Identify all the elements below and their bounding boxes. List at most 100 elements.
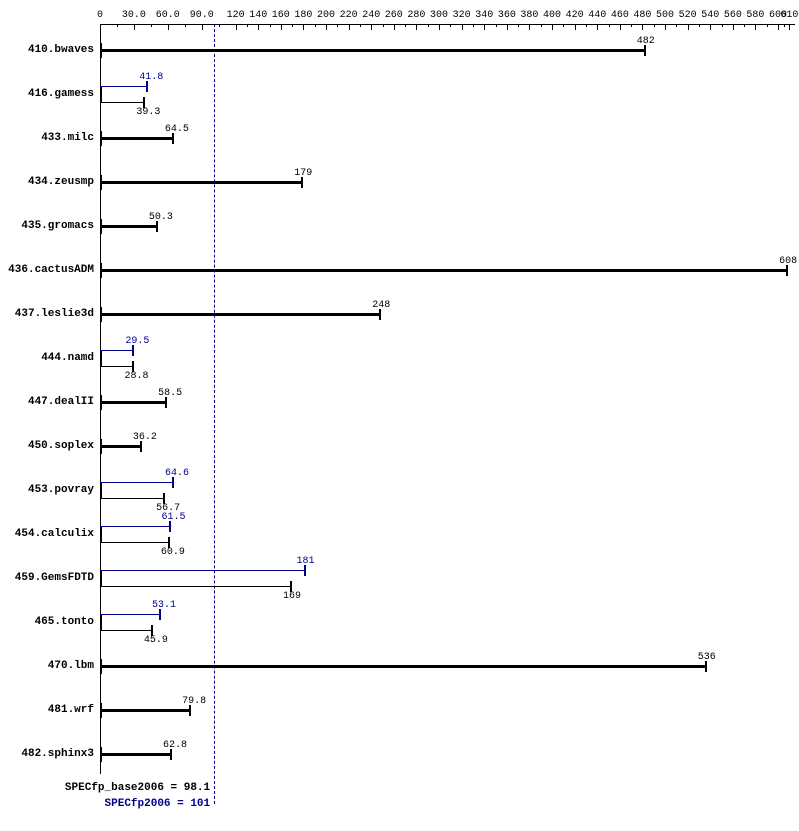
axis-tick-label: 180 bbox=[294, 10, 312, 21]
base-bar bbox=[100, 445, 141, 448]
bar-start-cap bbox=[100, 483, 102, 498]
axis-minor-tick bbox=[219, 24, 220, 27]
axis-tick bbox=[620, 24, 621, 30]
axis-minor-tick bbox=[654, 24, 655, 27]
axis-minor-tick bbox=[744, 24, 745, 27]
axis-tick-label: 200 bbox=[317, 10, 335, 21]
peak-value-label: 64.6 bbox=[165, 468, 189, 479]
axis-tick bbox=[755, 24, 756, 30]
axis-minor-tick bbox=[631, 24, 632, 27]
axis-tick bbox=[575, 24, 576, 30]
benchmark-label: 436.cactusADM bbox=[8, 264, 94, 276]
base-value-label: 39.3 bbox=[136, 107, 160, 118]
axis-tick-label: 160 bbox=[272, 10, 290, 21]
axis-minor-tick bbox=[496, 24, 497, 27]
peak-bar bbox=[100, 86, 147, 87]
base-value-label: 536 bbox=[698, 652, 716, 663]
axis-tick bbox=[642, 24, 643, 30]
benchmark-label: 482.sphinx3 bbox=[21, 748, 94, 760]
axis-minor-tick bbox=[586, 24, 587, 27]
benchmark-label: 435.gromacs bbox=[21, 220, 94, 232]
peak-value-label: 29.5 bbox=[125, 336, 149, 347]
peak-value-label: 61.5 bbox=[162, 512, 186, 523]
bar-start-cap bbox=[100, 703, 102, 718]
base-bar bbox=[100, 498, 164, 499]
axis-tick-label: 420 bbox=[566, 10, 584, 21]
benchmark-label: 434.zeusmp bbox=[28, 176, 94, 188]
axis-tick bbox=[134, 24, 135, 30]
axis-minor-tick bbox=[315, 24, 316, 27]
axis-tick-label: 340 bbox=[475, 10, 493, 21]
benchmark-label: 470.lbm bbox=[48, 660, 94, 672]
bar-start-cap bbox=[100, 659, 102, 674]
base-bar bbox=[100, 665, 706, 668]
axis-minor-tick bbox=[699, 24, 700, 27]
base-bar bbox=[100, 753, 171, 756]
axis-tick bbox=[552, 24, 553, 30]
base-bar bbox=[100, 49, 645, 52]
bar-start-cap bbox=[100, 439, 102, 454]
benchmark-label: 433.milc bbox=[41, 132, 94, 144]
axis-minor-tick bbox=[247, 24, 248, 27]
axis-tick-label: 480 bbox=[633, 10, 651, 21]
axis-minor-tick bbox=[473, 24, 474, 27]
summary-base-label: SPECfp_base2006 = 98.1 bbox=[65, 782, 210, 794]
axis-tick bbox=[710, 24, 711, 30]
bar-start-cap bbox=[100, 263, 102, 278]
bar-start-cap bbox=[100, 351, 102, 366]
base-bar bbox=[100, 586, 291, 587]
axis-minor-tick bbox=[767, 24, 768, 27]
axis-tick bbox=[665, 24, 666, 30]
axis-tick bbox=[462, 24, 463, 30]
benchmark-label: 454.calculix bbox=[15, 528, 94, 540]
axis-minor-tick bbox=[270, 24, 271, 27]
axis-minor-tick bbox=[292, 24, 293, 27]
axis-tick-label: 30.0 bbox=[122, 10, 146, 21]
benchmark-label: 410.bwaves bbox=[28, 44, 94, 56]
bar-start-cap bbox=[100, 307, 102, 322]
base-bar bbox=[100, 630, 152, 631]
axis-tick bbox=[778, 24, 779, 30]
bar-start-cap bbox=[100, 87, 102, 102]
axis-tick-label: 580 bbox=[746, 10, 764, 21]
benchmark-label: 453.povray bbox=[28, 484, 94, 496]
bar-start-cap bbox=[100, 527, 102, 542]
axis-minor-tick bbox=[676, 24, 677, 27]
axis-tick bbox=[507, 24, 508, 30]
axis-tick-label: 360 bbox=[498, 10, 516, 21]
axis-minor-tick bbox=[383, 24, 384, 27]
axis-tick bbox=[597, 24, 598, 30]
axis-tick bbox=[439, 24, 440, 30]
base-value-label: 45.9 bbox=[144, 635, 168, 646]
base-bar bbox=[100, 313, 380, 316]
axis-tick-label: 610 bbox=[780, 10, 798, 21]
peak-value-label: 53.1 bbox=[152, 600, 176, 611]
base-value-label: 64.5 bbox=[165, 124, 189, 135]
axis-tick bbox=[349, 24, 350, 30]
axis-tick-label: 90.0 bbox=[190, 10, 214, 21]
base-value-label: 60.9 bbox=[161, 547, 185, 558]
axis-tick bbox=[416, 24, 417, 30]
base-value-label: 28.8 bbox=[125, 371, 149, 382]
base-value-label: 169 bbox=[283, 591, 301, 602]
bar-start-cap bbox=[100, 615, 102, 630]
bar-start-cap bbox=[100, 175, 102, 190]
axis-minor-tick bbox=[784, 24, 785, 27]
base-bar bbox=[100, 102, 144, 103]
axis-tick bbox=[168, 24, 169, 30]
axis-minor-tick bbox=[450, 24, 451, 27]
axis-tick bbox=[236, 24, 237, 30]
axis-minor-tick bbox=[151, 24, 152, 27]
benchmark-label: 437.leslie3d bbox=[15, 308, 94, 320]
axis-tick-label: 520 bbox=[679, 10, 697, 21]
axis-tick bbox=[258, 24, 259, 30]
axis-minor-tick bbox=[428, 24, 429, 27]
axis-tick-label: 380 bbox=[520, 10, 538, 21]
x-axis bbox=[100, 24, 795, 25]
axis-minor-tick bbox=[337, 24, 338, 27]
axis-tick bbox=[394, 24, 395, 30]
base-value-label: 79.8 bbox=[182, 696, 206, 707]
axis-tick-label: 540 bbox=[701, 10, 719, 21]
benchmark-label: 447.dealII bbox=[28, 396, 94, 408]
axis-tick bbox=[789, 24, 790, 30]
